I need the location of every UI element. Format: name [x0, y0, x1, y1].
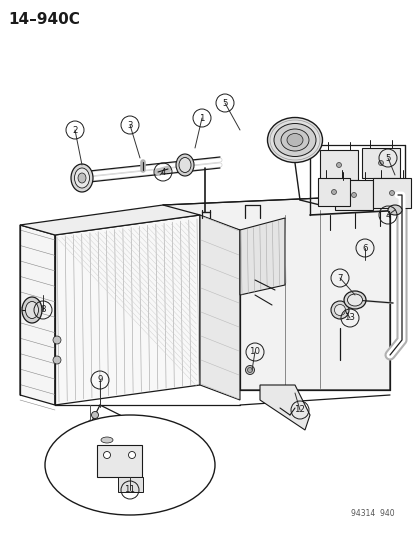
Ellipse shape [178, 157, 190, 173]
Bar [361, 148, 399, 178]
Ellipse shape [101, 437, 113, 443]
Text: 1: 1 [199, 114, 204, 123]
Ellipse shape [53, 356, 61, 364]
Ellipse shape [347, 294, 362, 306]
Polygon shape [259, 385, 309, 430]
Text: 2: 2 [72, 125, 78, 134]
Ellipse shape [331, 190, 336, 195]
Text: 13: 13 [344, 313, 355, 322]
Ellipse shape [389, 190, 394, 196]
Text: 11: 11 [124, 486, 135, 495]
Text: 7: 7 [337, 273, 342, 282]
Text: 10: 10 [249, 348, 260, 357]
Bar [334, 180, 372, 210]
Ellipse shape [280, 129, 308, 151]
Text: 12: 12 [294, 406, 305, 415]
Ellipse shape [377, 160, 382, 166]
Ellipse shape [247, 367, 252, 373]
Ellipse shape [26, 302, 38, 319]
Ellipse shape [22, 297, 42, 323]
Ellipse shape [53, 336, 61, 344]
Ellipse shape [74, 168, 89, 188]
Text: 3: 3 [127, 120, 133, 130]
Text: 94314  940: 94314 940 [351, 509, 394, 518]
Polygon shape [20, 225, 55, 405]
Text: 8: 8 [40, 305, 46, 314]
Text: 6: 6 [361, 244, 367, 253]
Ellipse shape [351, 192, 356, 198]
Text: 4: 4 [385, 211, 390, 220]
Bar [118, 477, 142, 492]
Ellipse shape [176, 154, 194, 176]
Bar [97, 445, 142, 477]
Polygon shape [55, 215, 199, 405]
Polygon shape [240, 218, 284, 295]
Ellipse shape [45, 415, 214, 515]
Ellipse shape [387, 205, 401, 215]
Bar [319, 150, 357, 180]
Ellipse shape [78, 173, 86, 183]
Polygon shape [20, 205, 199, 235]
Ellipse shape [128, 451, 135, 458]
Ellipse shape [273, 124, 315, 157]
Ellipse shape [103, 451, 110, 458]
Text: 4: 4 [160, 167, 165, 176]
Text: 9: 9 [97, 376, 102, 384]
Ellipse shape [71, 164, 93, 192]
Polygon shape [199, 215, 240, 400]
Ellipse shape [330, 301, 348, 319]
Polygon shape [163, 195, 389, 390]
Ellipse shape [286, 133, 302, 147]
Text: 5: 5 [222, 99, 227, 108]
Ellipse shape [336, 163, 341, 167]
Ellipse shape [91, 411, 98, 418]
Text: 14–940C: 14–940C [8, 12, 80, 27]
Ellipse shape [343, 291, 365, 309]
Ellipse shape [245, 366, 254, 375]
Text: 5: 5 [385, 154, 390, 163]
Bar [317, 178, 349, 206]
Ellipse shape [267, 117, 322, 163]
Ellipse shape [334, 304, 345, 316]
Bar [372, 178, 410, 208]
